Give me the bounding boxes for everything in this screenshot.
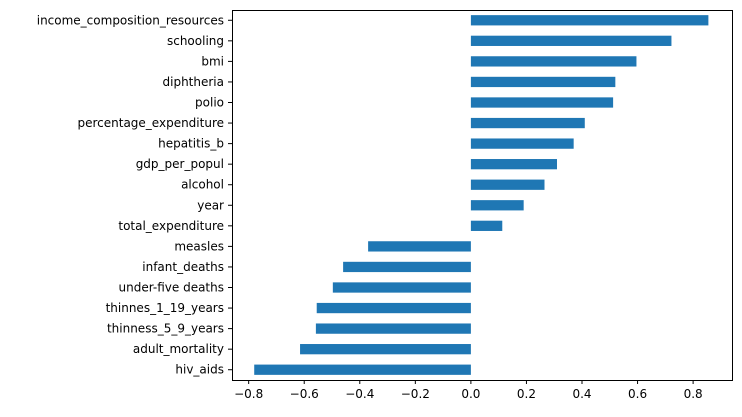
y-tick-label: schooling xyxy=(167,34,224,48)
bar-thinness-5-9-years xyxy=(315,323,471,334)
y-tick-label: adult_mortality xyxy=(133,342,224,356)
bar-diphtheria xyxy=(470,76,616,88)
y-tick-label: hepatitis_b xyxy=(158,137,224,151)
y-tick-label: diphtheria xyxy=(163,75,225,89)
x-tick-label: −0.2 xyxy=(401,387,430,401)
bar-total-expenditure xyxy=(470,220,503,231)
y-tick-label: measles xyxy=(174,239,224,253)
bar-infant-deaths xyxy=(343,261,471,273)
x-tick-label: 0.6 xyxy=(628,387,647,401)
x-tick-label: 0.8 xyxy=(684,387,703,401)
bar-gdp-per-popul xyxy=(470,159,557,170)
y-axis: income_composition_resources schooling bmi… xyxy=(37,13,232,377)
bar-year xyxy=(470,200,524,211)
bar-hiv-aids xyxy=(254,364,471,375)
x-axis: −0.8 −0.6 −0.4 −0.2 0.0 0.2 0.4 0.6 0.8 xyxy=(234,380,703,401)
y-tick-label: year xyxy=(197,198,224,212)
x-tick-label: −0.4 xyxy=(345,387,374,401)
bars-layer xyxy=(254,15,709,375)
x-tick-label: −0.6 xyxy=(290,387,319,401)
x-tick-label: −0.8 xyxy=(234,387,263,401)
y-tick-label: bmi xyxy=(201,54,224,68)
x-tick-label: 0.4 xyxy=(572,387,591,401)
bar-percentage-expenditure xyxy=(470,117,585,129)
bar-hepatitis-b xyxy=(470,138,574,149)
y-tick-label: thinnes_1_19_years xyxy=(106,301,224,315)
bar-measles xyxy=(368,241,471,252)
bar-bmi xyxy=(470,56,637,67)
y-tick-label: under-five deaths xyxy=(119,281,224,295)
bar-schooling xyxy=(470,35,672,46)
y-tick-label: polio xyxy=(195,96,224,110)
bar-alcohol xyxy=(470,179,545,190)
bar-under-five-deaths xyxy=(332,282,471,293)
y-tick-label: gdp_per_popul xyxy=(136,157,224,171)
bar-polio xyxy=(470,97,614,108)
x-tick-label: 0.2 xyxy=(517,387,536,401)
y-tick-label: hiv_aids xyxy=(175,363,224,377)
x-tick-label: 0.0 xyxy=(461,387,480,401)
bar-thinnes-1-19-years xyxy=(316,302,471,314)
bar-income-composition-resources xyxy=(470,15,709,26)
y-tick-label: thinness_5_9_years xyxy=(107,322,224,336)
plot-frame xyxy=(232,10,733,381)
y-tick-label: total_expenditure xyxy=(118,219,224,233)
y-tick-label: alcohol xyxy=(181,178,224,192)
bar-adult-mortality xyxy=(300,344,471,355)
y-tick-label: infant_deaths xyxy=(142,260,224,274)
y-tick-label: income_composition_resources xyxy=(37,13,224,27)
y-tick-label: percentage_expenditure xyxy=(77,116,224,130)
